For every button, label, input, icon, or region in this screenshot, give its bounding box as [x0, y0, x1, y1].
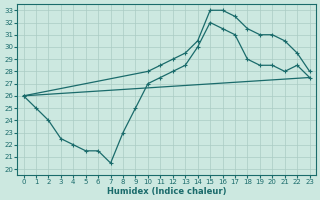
- X-axis label: Humidex (Indice chaleur): Humidex (Indice chaleur): [107, 187, 226, 196]
